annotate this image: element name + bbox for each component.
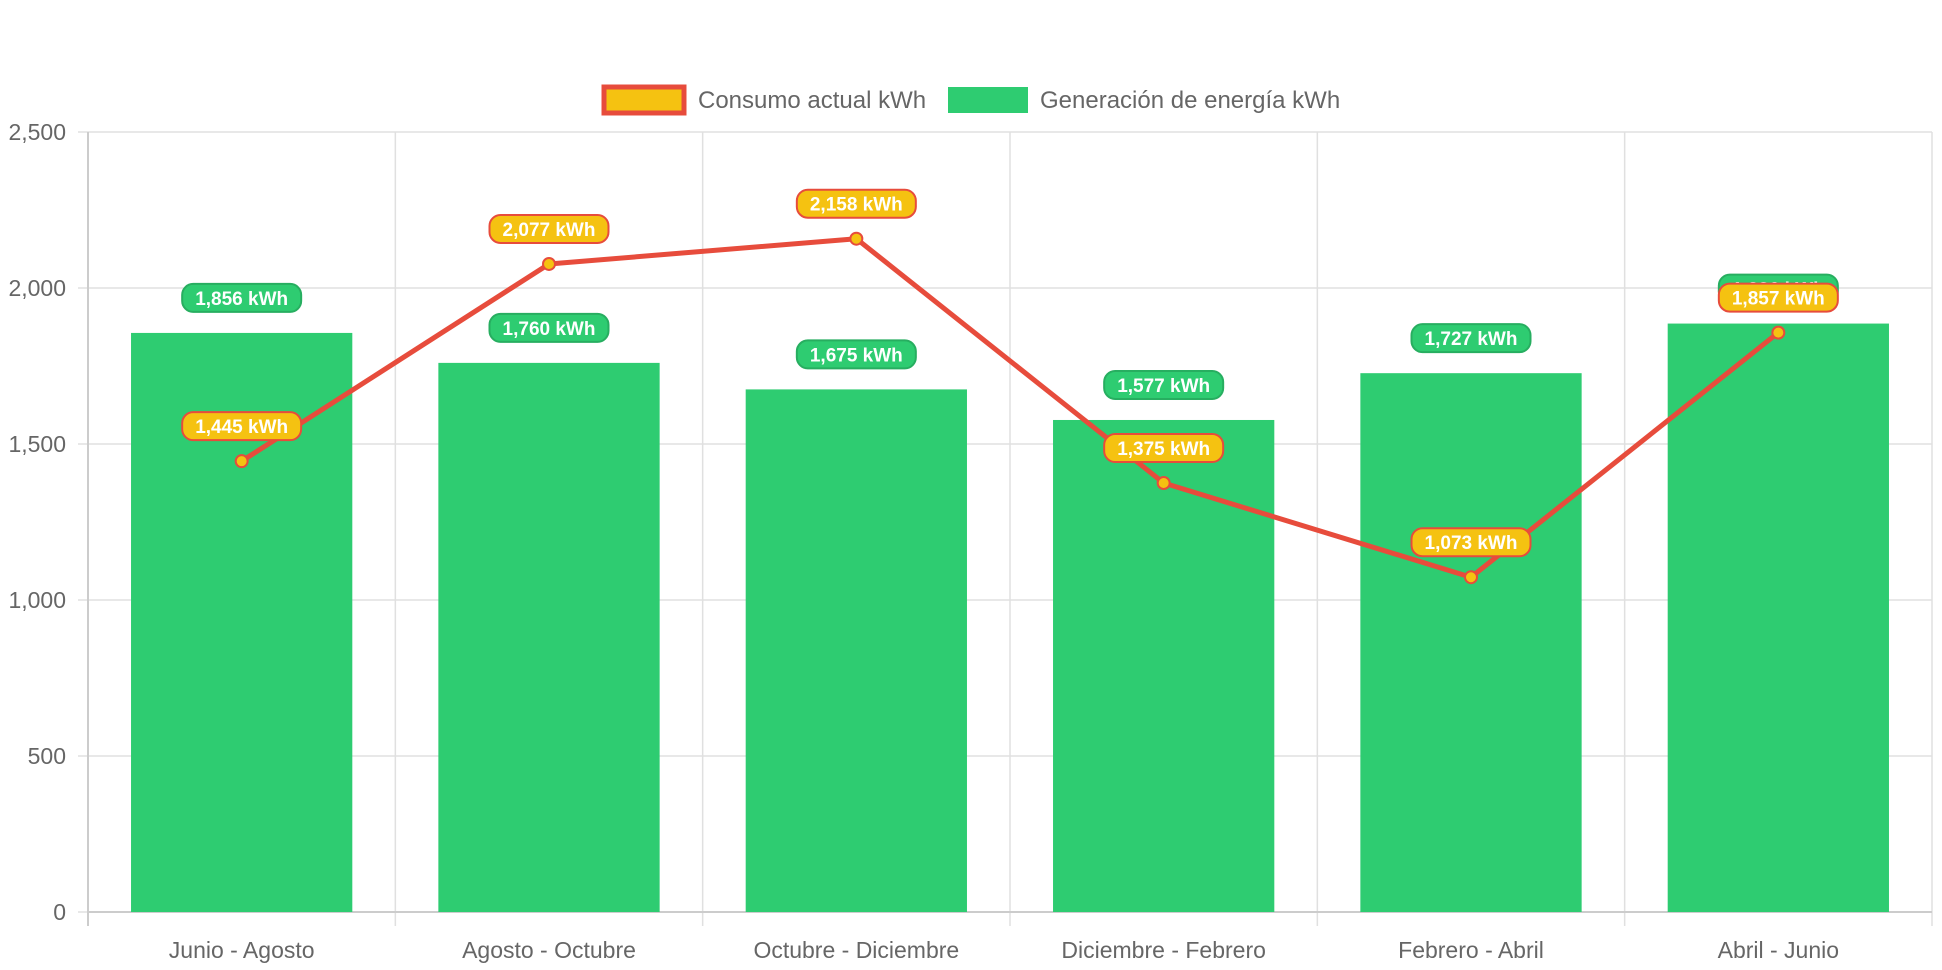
line-point-consumo [542, 256, 556, 271]
x-tick-label: Junio - Agosto [169, 937, 315, 963]
bar-value-label-background [1410, 323, 1532, 354]
bar-generacion [438, 362, 660, 912]
line-point-consumo [849, 231, 864, 246]
line-value-label-text: 2,158 kWh [810, 195, 903, 216]
line-value-label-background [488, 213, 610, 244]
line-value-label-background [1103, 433, 1225, 463]
bar-value-label-text: 1,856 kWh [195, 289, 288, 310]
bar-generacion [1053, 419, 1275, 912]
bar-value-label: 1,856 kWh [181, 282, 303, 313]
legend-swatch-consumo [601, 84, 687, 116]
axes: 0 500 1,000 1,500 2,000 2,500 Junio - Agosto Ag… [8, 119, 1932, 963]
line-value-label: 2,158 kWh [795, 188, 917, 219]
line-value-label-text: 1,375 kWh [1117, 439, 1210, 460]
bar-value-label-background [795, 339, 917, 370]
y-tick-label: 0 [53, 899, 66, 925]
legend-label-generacion: Generación de energía kWh [1040, 87, 1340, 114]
bar-value-label-text: 1,760 kWh [503, 319, 596, 340]
line-value-label-background [181, 411, 303, 442]
line-data-labels: 1,445 kWh 2,077 kWh 2,158 kWh 1,375 kWh 1,07… [181, 188, 1839, 558]
bar-series [131, 323, 1889, 913]
y-tick-label: 500 [28, 743, 66, 769]
line-value-label-text: 1,857 kWh [1732, 289, 1825, 310]
line-point-consumo [1771, 325, 1786, 340]
bar-value-label: 1,675 kWh [795, 339, 917, 370]
line-point-consumo [1156, 476, 1171, 490]
grid-lines [78, 131, 1933, 926]
bar-data-labels: 1,856 kWh 1,760 kWh 1,675 kWh 1,577 kWh 1,72… [181, 273, 1839, 400]
x-tick-label: Octubre - Diciembre [753, 937, 959, 963]
line-value-label-background [795, 188, 917, 219]
line-value-label: 1,857 kWh [1717, 282, 1839, 313]
line-value-label-background [1410, 527, 1532, 558]
line-value-label: 1,375 kWh [1103, 433, 1225, 463]
x-tick-label: Agosto - Octubre [462, 937, 636, 963]
bar-value-label-background [181, 282, 303, 313]
y-tick-label: 1,500 [8, 431, 66, 457]
line-value-label: 2,077 kWh [488, 213, 610, 244]
bar-value-label: 1,727 kWh [1410, 323, 1532, 354]
x-tick-label: Febrero - Abril [1398, 937, 1544, 963]
line-value-label-text: 1,445 kWh [195, 417, 288, 438]
bar-value-label: 1,577 kWh [1103, 369, 1225, 400]
bar-value-label-text: 1,675 kWh [810, 345, 903, 366]
bar-generacion [745, 389, 967, 912]
line-value-label-text: 1,073 kWh [1425, 533, 1518, 554]
legend: Consumo actual kWh Generación de energía … [601, 84, 1340, 116]
line-value-label: 1,073 kWh [1410, 527, 1532, 558]
bar-generacion [1360, 373, 1582, 912]
line-value-label: 1,445 kWh [181, 411, 303, 442]
legend-label-consumo: Consumo actual kWh [698, 87, 926, 114]
line-point-consumo [1464, 570, 1478, 585]
bar-value-label-background [1103, 369, 1225, 400]
bar-value-label-text: 1,577 kWh [1117, 376, 1210, 397]
y-tick-label: 2,500 [8, 119, 66, 145]
y-tick-label: 2,000 [8, 275, 66, 301]
y-tick-label: 1,000 [8, 587, 66, 613]
bar-value-label-text: 1,727 kWh [1425, 329, 1518, 350]
x-tick-label: Abril - Junio [1718, 937, 1839, 963]
line-value-label-text: 2,077 kWh [503, 220, 596, 241]
bar-value-label: 1,760 kWh [488, 312, 610, 343]
line-value-label-background [1717, 282, 1839, 313]
bar-value-label-background [488, 312, 610, 343]
line-point-consumo [234, 454, 249, 469]
legend-swatch-generacion [948, 87, 1028, 113]
bar-generacion [1667, 323, 1889, 912]
x-tick-label: Diciembre - Febrero [1061, 937, 1266, 963]
